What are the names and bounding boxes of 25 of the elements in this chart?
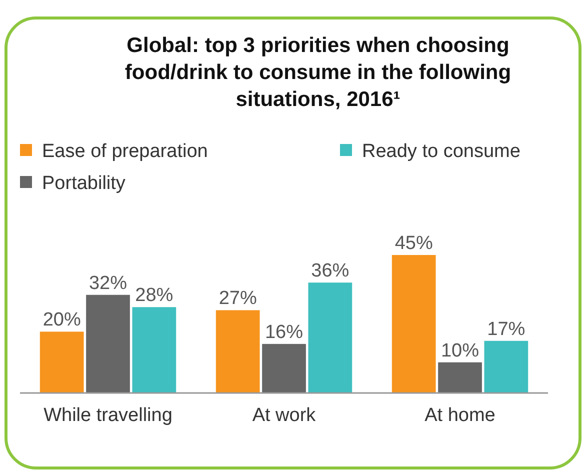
data-label: 28% (135, 285, 174, 306)
x-tick-label: At work (252, 405, 316, 426)
data-label: 36% (311, 260, 350, 282)
bar (308, 282, 352, 393)
bar (438, 362, 482, 393)
data-label: 16% (264, 322, 304, 343)
data-label: 32% (88, 272, 128, 294)
bar (262, 344, 306, 393)
bar (132, 307, 176, 393)
bar (392, 255, 436, 393)
x-tick-label: At home (424, 405, 496, 426)
legend-label: Ready to consume (362, 141, 520, 162)
data-label: 45% (394, 233, 433, 254)
bar (216, 310, 260, 393)
legend-label: Ease of preparation (42, 141, 208, 162)
data-label: 27% (218, 288, 257, 310)
bar (86, 294, 130, 393)
data-label: 20% (42, 310, 81, 331)
data-label: 10% (440, 340, 480, 362)
bar (40, 332, 84, 393)
chart-title: Global: top 3 priorities when choosing food/drink to consume in the following situations, 2016¹ (124, 34, 512, 111)
bar (484, 340, 528, 393)
data-label: 17% (487, 318, 526, 340)
legend-label: Portability (42, 173, 126, 194)
x-tick-label: While travelling (44, 405, 172, 426)
